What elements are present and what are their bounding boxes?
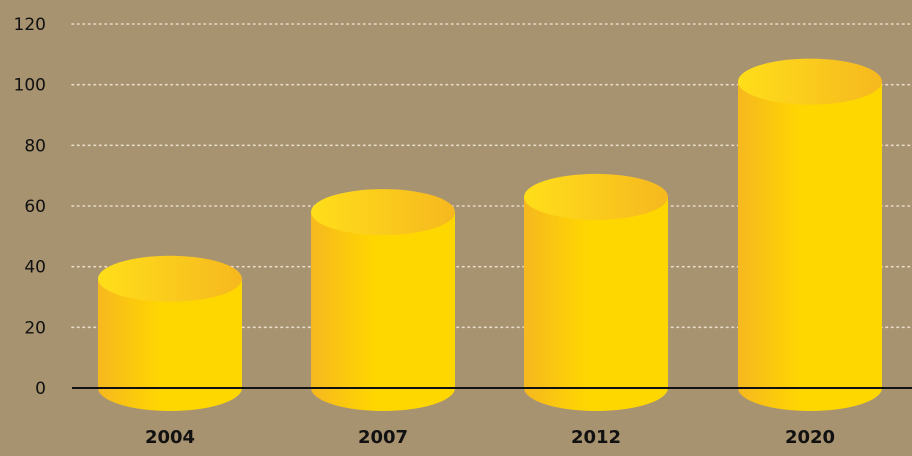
bar-top bbox=[524, 173, 668, 220]
y-tick-label: 40 bbox=[24, 258, 46, 278]
bar-top bbox=[311, 189, 455, 236]
bar-2020 bbox=[738, 58, 882, 411]
y-tick-label: 0 bbox=[35, 379, 46, 399]
x-tick-label: 2007 bbox=[358, 427, 408, 448]
y-tick-label: 100 bbox=[14, 76, 46, 96]
y-tick-label: 80 bbox=[24, 136, 46, 156]
bar bbox=[524, 196, 668, 411]
x-tick-label: 2012 bbox=[571, 427, 621, 448]
x-tick-label: 2020 bbox=[785, 427, 835, 448]
bar-top bbox=[98, 255, 242, 302]
bar-top bbox=[738, 58, 882, 105]
bar bbox=[311, 212, 455, 411]
bars bbox=[98, 58, 882, 411]
bar bbox=[98, 278, 242, 411]
bar-2012 bbox=[524, 173, 668, 411]
x-tick-label: 2004 bbox=[145, 427, 195, 448]
y-tick-label: 60 bbox=[24, 197, 46, 217]
bar-2007 bbox=[311, 189, 455, 411]
y-tick-label: 120 bbox=[14, 15, 46, 35]
x-axis-ticks: 2004 2007 2012 2020 bbox=[145, 427, 835, 448]
y-axis-ticks: 0 20 40 60 80 100 120 bbox=[14, 15, 46, 399]
bar-2004 bbox=[98, 255, 242, 411]
y-tick-label: 20 bbox=[24, 318, 46, 338]
bar bbox=[738, 81, 882, 411]
